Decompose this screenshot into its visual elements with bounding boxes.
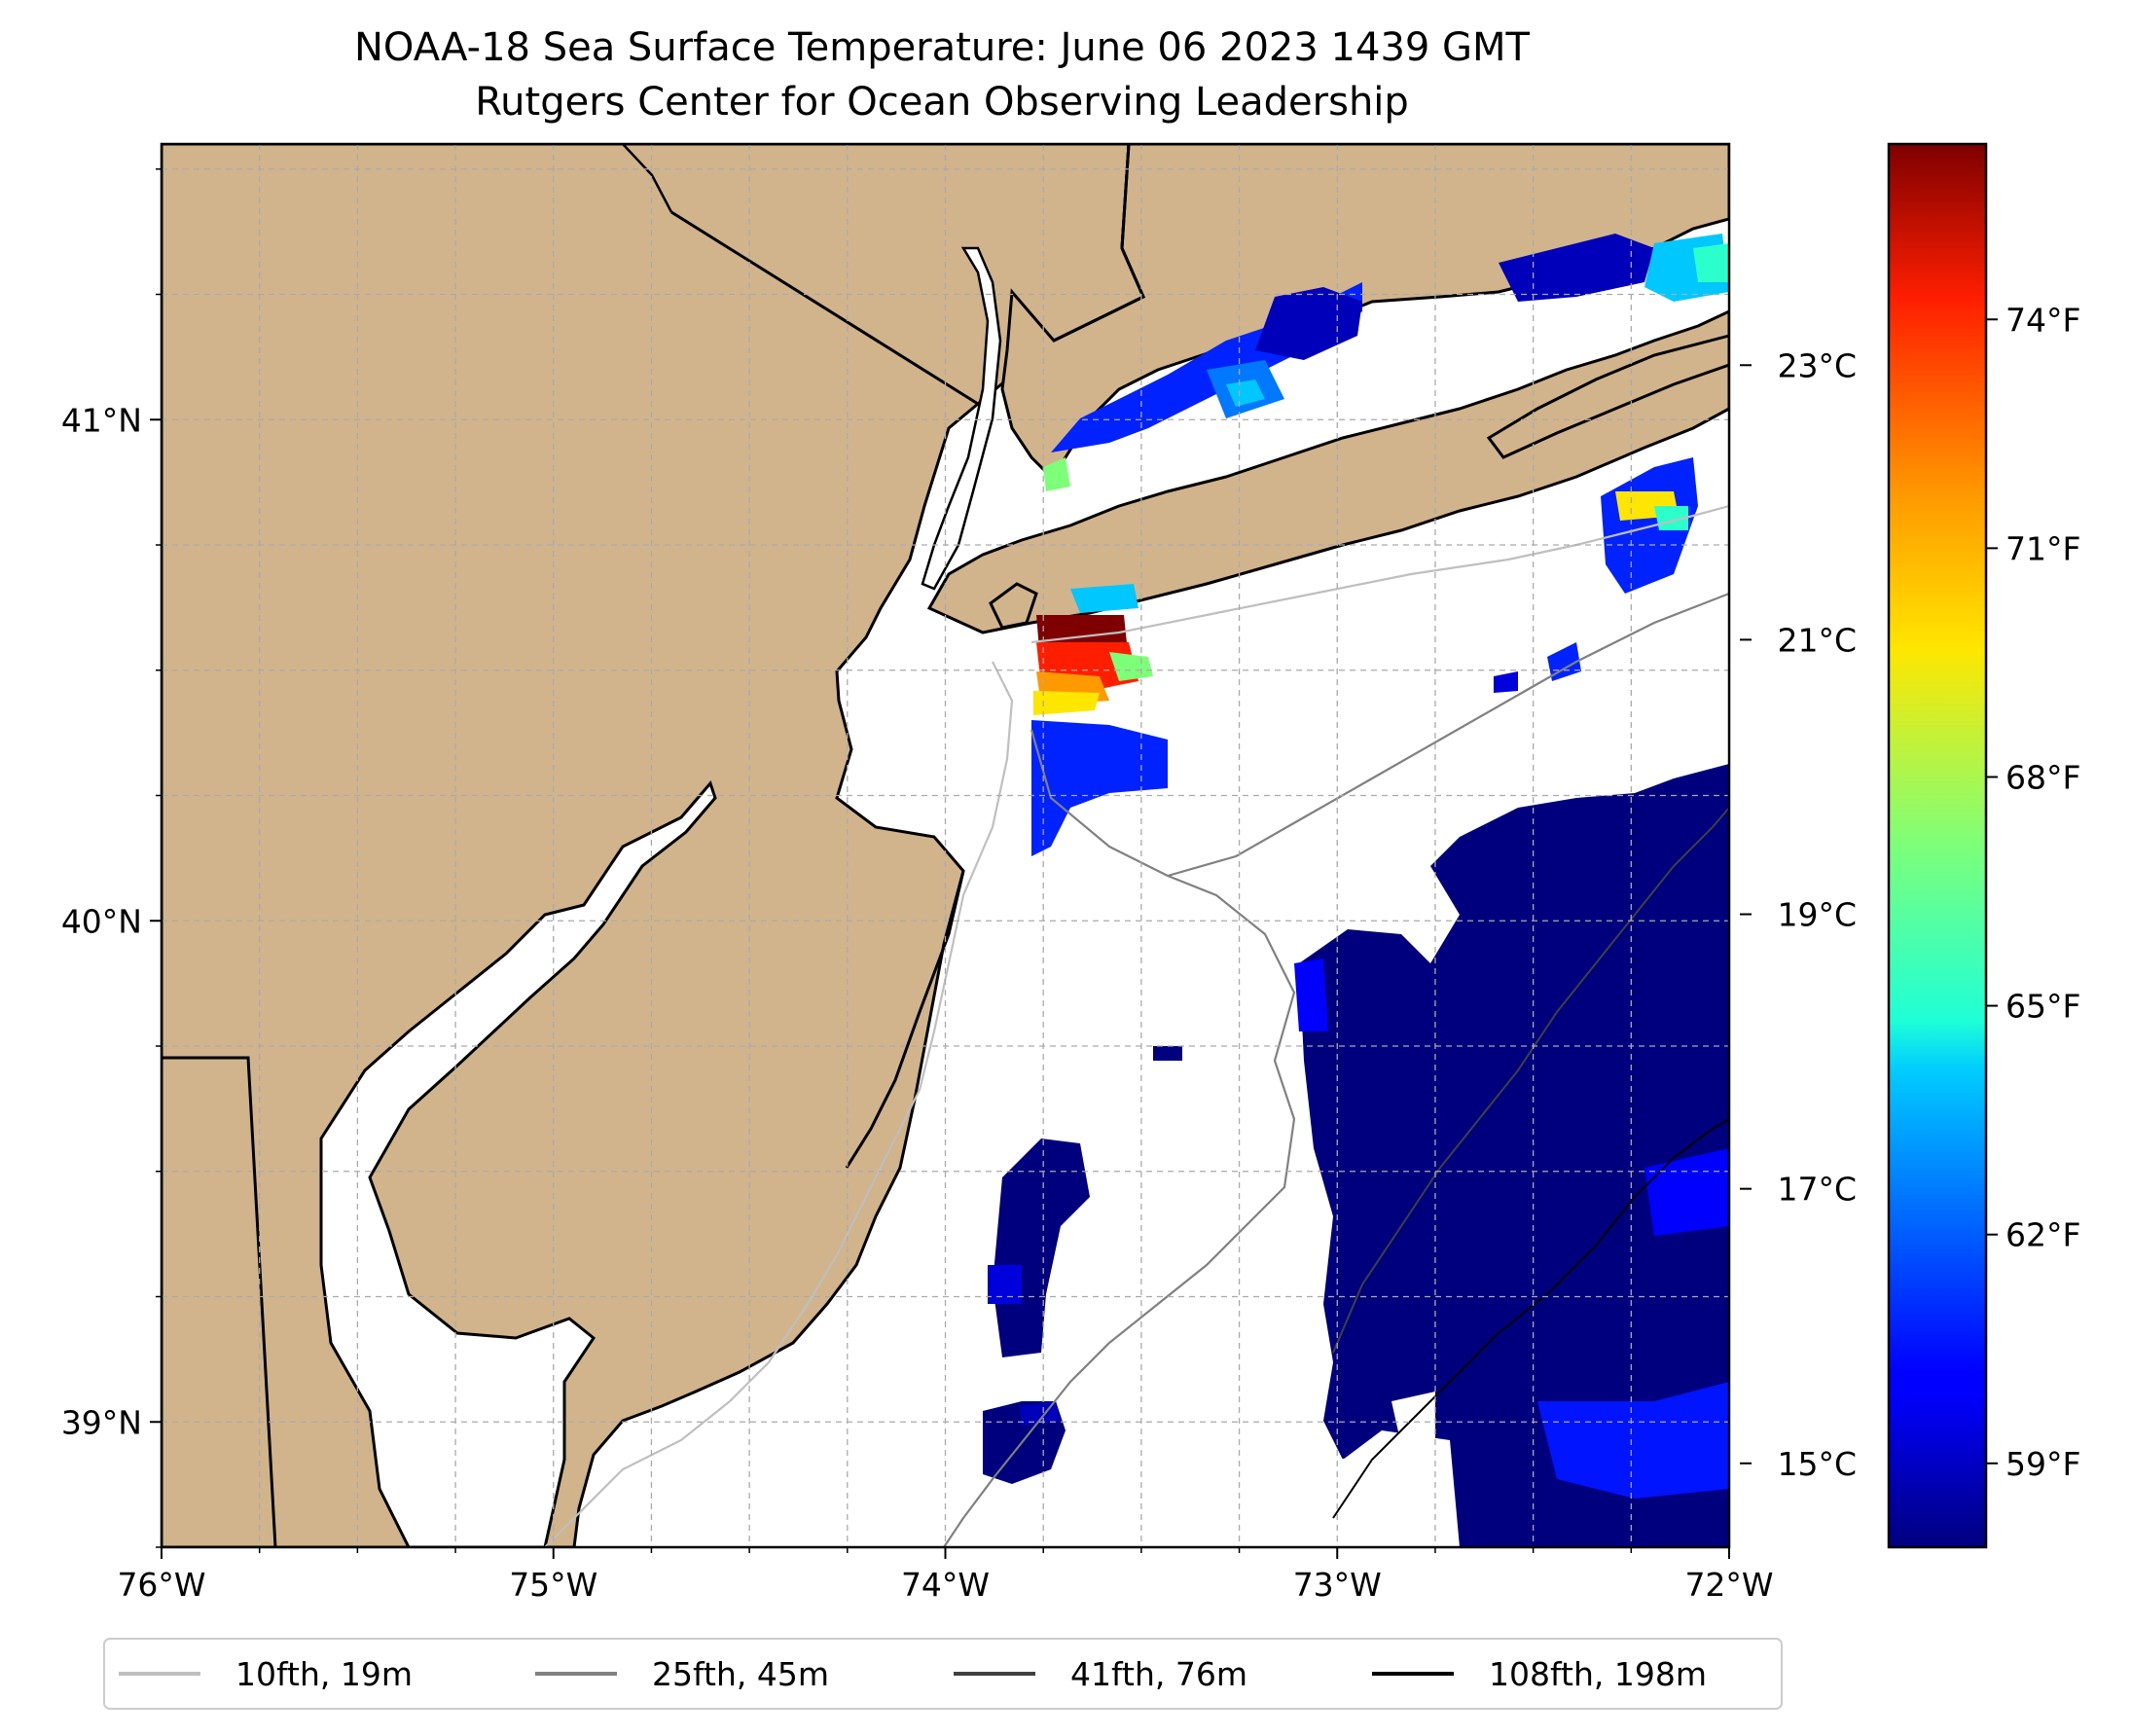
map-axes: 76°W 75°W 74°W 73°W 72°W 39°N 40°N 41°N: [61, 168, 1774, 1604]
legend-label: 108fth, 198m: [1489, 1655, 1707, 1693]
map-panel: [162, 144, 1729, 1547]
colorbar-f-label: 65°F: [2006, 988, 2080, 1026]
x-tick-label: 74°W: [901, 1566, 990, 1604]
land-staten-island: [989, 582, 1038, 630]
colorbar-f-label: 59°F: [2006, 1445, 2080, 1483]
colorbar-f-label: 62°F: [2006, 1216, 2080, 1254]
x-tick-label: 75°W: [509, 1566, 597, 1604]
legend-label: 25fth, 45m: [652, 1655, 829, 1693]
isobath-25fth: [943, 592, 1729, 1547]
y-tick-label: 39°N: [61, 1403, 142, 1441]
isobath-108fth: [1332, 1118, 1729, 1519]
colorbar-f-label: 71°F: [2006, 529, 2080, 567]
colorbar-c-label: 23°C: [1777, 346, 1857, 384]
legend-label: 10fth, 19m: [235, 1655, 413, 1693]
hudson-river: [921, 246, 1002, 591]
colorbar: [1887, 142, 1988, 1549]
colorbar-c-label: 17°C: [1777, 1171, 1857, 1209]
delaware-bay: [319, 780, 717, 1547]
colorbar-c-label: 19°C: [1777, 896, 1857, 934]
legend-label: 41fth, 76m: [1070, 1655, 1247, 1693]
colorbar-f-label: 68°F: [2006, 758, 2080, 796]
colorbar-c-label: 15°C: [1777, 1445, 1857, 1483]
isobath-10fth: [544, 504, 1729, 1547]
state-border-nj-ny: [670, 210, 979, 406]
map-title-line2: Rutgers Center for Ocean Observing Leade…: [475, 80, 1409, 125]
nj-barrier-islands: [845, 870, 965, 1169]
state-border-de-md: [162, 1056, 277, 1547]
isobath-41fth: [1332, 807, 1729, 1354]
x-tick-label: 72°W: [1684, 1566, 1773, 1604]
y-tick-label: 41°N: [61, 401, 142, 439]
isobath-legend: 10fth, 19m 25fth, 45m 41fth, 76m 108fth, 19…: [103, 1638, 1783, 1710]
colorbar-c-label: 21°C: [1777, 621, 1857, 659]
x-tick-label: 76°W: [117, 1566, 205, 1604]
map-gridlines: [162, 144, 1729, 1547]
state-border-ny-pa: [622, 144, 673, 213]
land-north-fork: [1486, 334, 1729, 459]
x-tick-label: 73°W: [1293, 1566, 1382, 1604]
colorbar-axes: 59°F 62°F 65°F 68°F 71°F 74°F 15°C 17°C 19°C 21°C…: [1740, 301, 2080, 1483]
land-long-island: [926, 309, 1729, 634]
map-title-line1: NOAA-18 Sea Surface Temperature: June 06…: [354, 25, 1531, 70]
y-tick-label: 40°N: [61, 902, 142, 940]
colorbar-f-label: 74°F: [2006, 301, 2080, 339]
sst-field: [983, 234, 1729, 1547]
state-border-ny-ct: [1053, 144, 1145, 343]
